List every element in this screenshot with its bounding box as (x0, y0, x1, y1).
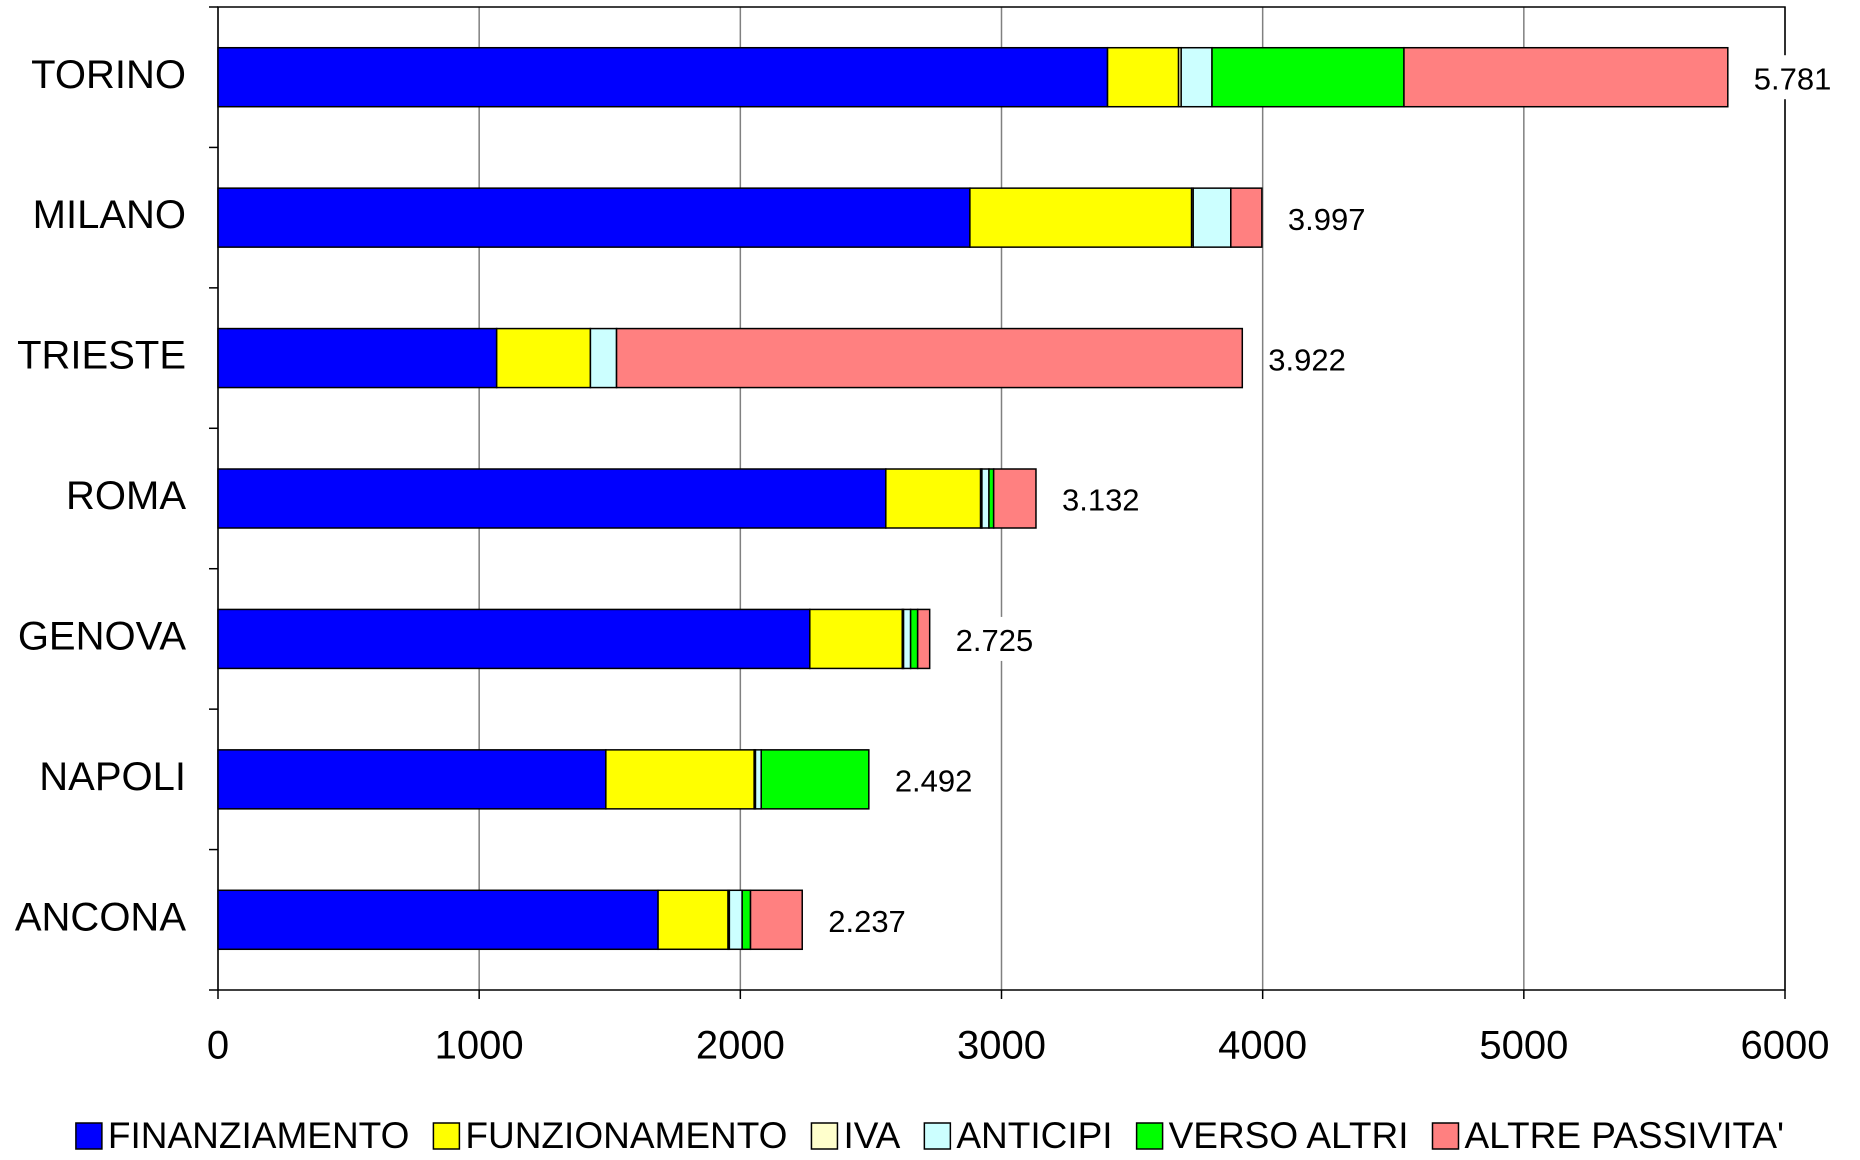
bar-segment (217, 468, 887, 529)
bar-segment (1403, 46, 1729, 108)
total-label: 2.237 (828, 904, 906, 939)
bar-segment (657, 889, 729, 951)
bar-segment (885, 468, 982, 529)
total-label-bg (1283, 195, 1370, 240)
x-tick-label: 0 (207, 1024, 229, 1068)
y-tick-label: ANCONA (15, 895, 186, 939)
total-label-bg (1749, 55, 1836, 100)
bar-segment (1192, 187, 1232, 248)
y-tick-label: NAPOLI (39, 755, 186, 799)
bar-segment (217, 749, 607, 810)
x-tick-label: 2000 (696, 1024, 785, 1068)
legend-swatch (923, 1122, 952, 1150)
legend-label: ANTICIPI (956, 1115, 1112, 1156)
bar-segment (615, 327, 1244, 389)
legend-swatch (75, 1122, 103, 1150)
total-label-bg (1057, 476, 1144, 521)
y-tick-label: TORINO (31, 53, 186, 97)
bar-segment (217, 608, 811, 670)
y-tick-label: TRIESTE (17, 334, 186, 378)
y-tick-label: GENOVA (18, 614, 187, 658)
total-label-bg (890, 757, 977, 802)
total-label: 5.781 (1754, 61, 1832, 96)
bar-segment (741, 889, 752, 951)
total-label: 2.725 (956, 623, 1034, 658)
bar-segment (605, 749, 755, 810)
total-label: 3.997 (1288, 202, 1366, 237)
bar-segment (495, 327, 592, 389)
bar-segment (809, 608, 904, 670)
bar-segment (1230, 187, 1263, 248)
legend-label: ALTRE PASSIVITA' (1464, 1115, 1784, 1156)
legend-label: FUNZIONAMENTO (465, 1115, 787, 1156)
legend-swatch (1431, 1122, 1460, 1150)
bar-segment (728, 889, 743, 951)
legend-label: VERSO ALTRI (1169, 1115, 1409, 1156)
x-tick-label: 6000 (1741, 1024, 1830, 1068)
bar-segment (969, 187, 1193, 248)
legend: FINANZIAMENTO FUNZIONAMENTO IVA ANTICIPI VER… (75, 1115, 1784, 1156)
bar-segment (217, 46, 1109, 108)
bar-segment (749, 889, 803, 951)
legend-label: IVA (843, 1115, 900, 1156)
y-tick-label: MILANO (33, 193, 186, 237)
legend-swatch (810, 1122, 839, 1150)
total-label-bg (951, 616, 1038, 661)
bar-segment (981, 468, 990, 529)
bar-segment (1106, 46, 1180, 108)
bar-segment (760, 749, 870, 810)
x-tick-label: 1000 (435, 1024, 524, 1068)
bar-segment (217, 889, 659, 951)
bar-segment (902, 608, 912, 670)
y-tick-label: ROMA (66, 474, 186, 518)
bar-segment (754, 749, 762, 810)
bar-segment (217, 187, 971, 248)
total-label: 3.132 (1062, 483, 1140, 518)
bar-segment (916, 608, 931, 670)
legend-swatch (1135, 1122, 1164, 1150)
bar-segment (1211, 46, 1405, 108)
total-label: 2.492 (895, 764, 973, 799)
total-label-bg (824, 897, 910, 942)
legend-swatch (432, 1122, 461, 1150)
bar-segment (589, 327, 618, 389)
total-label-bg (1264, 336, 1350, 381)
bar-segment (1180, 46, 1213, 108)
legend-label: FINANZIAMENTO (108, 1115, 410, 1156)
total-label: 3.922 (1268, 342, 1346, 377)
bar-segment (217, 327, 498, 389)
bar-segment (909, 608, 919, 670)
x-tick-label: 5000 (1479, 1024, 1568, 1068)
bar-segment (992, 468, 1037, 529)
x-tick-label: 4000 (1218, 1024, 1307, 1068)
x-tick-label: 3000 (957, 1024, 1046, 1068)
